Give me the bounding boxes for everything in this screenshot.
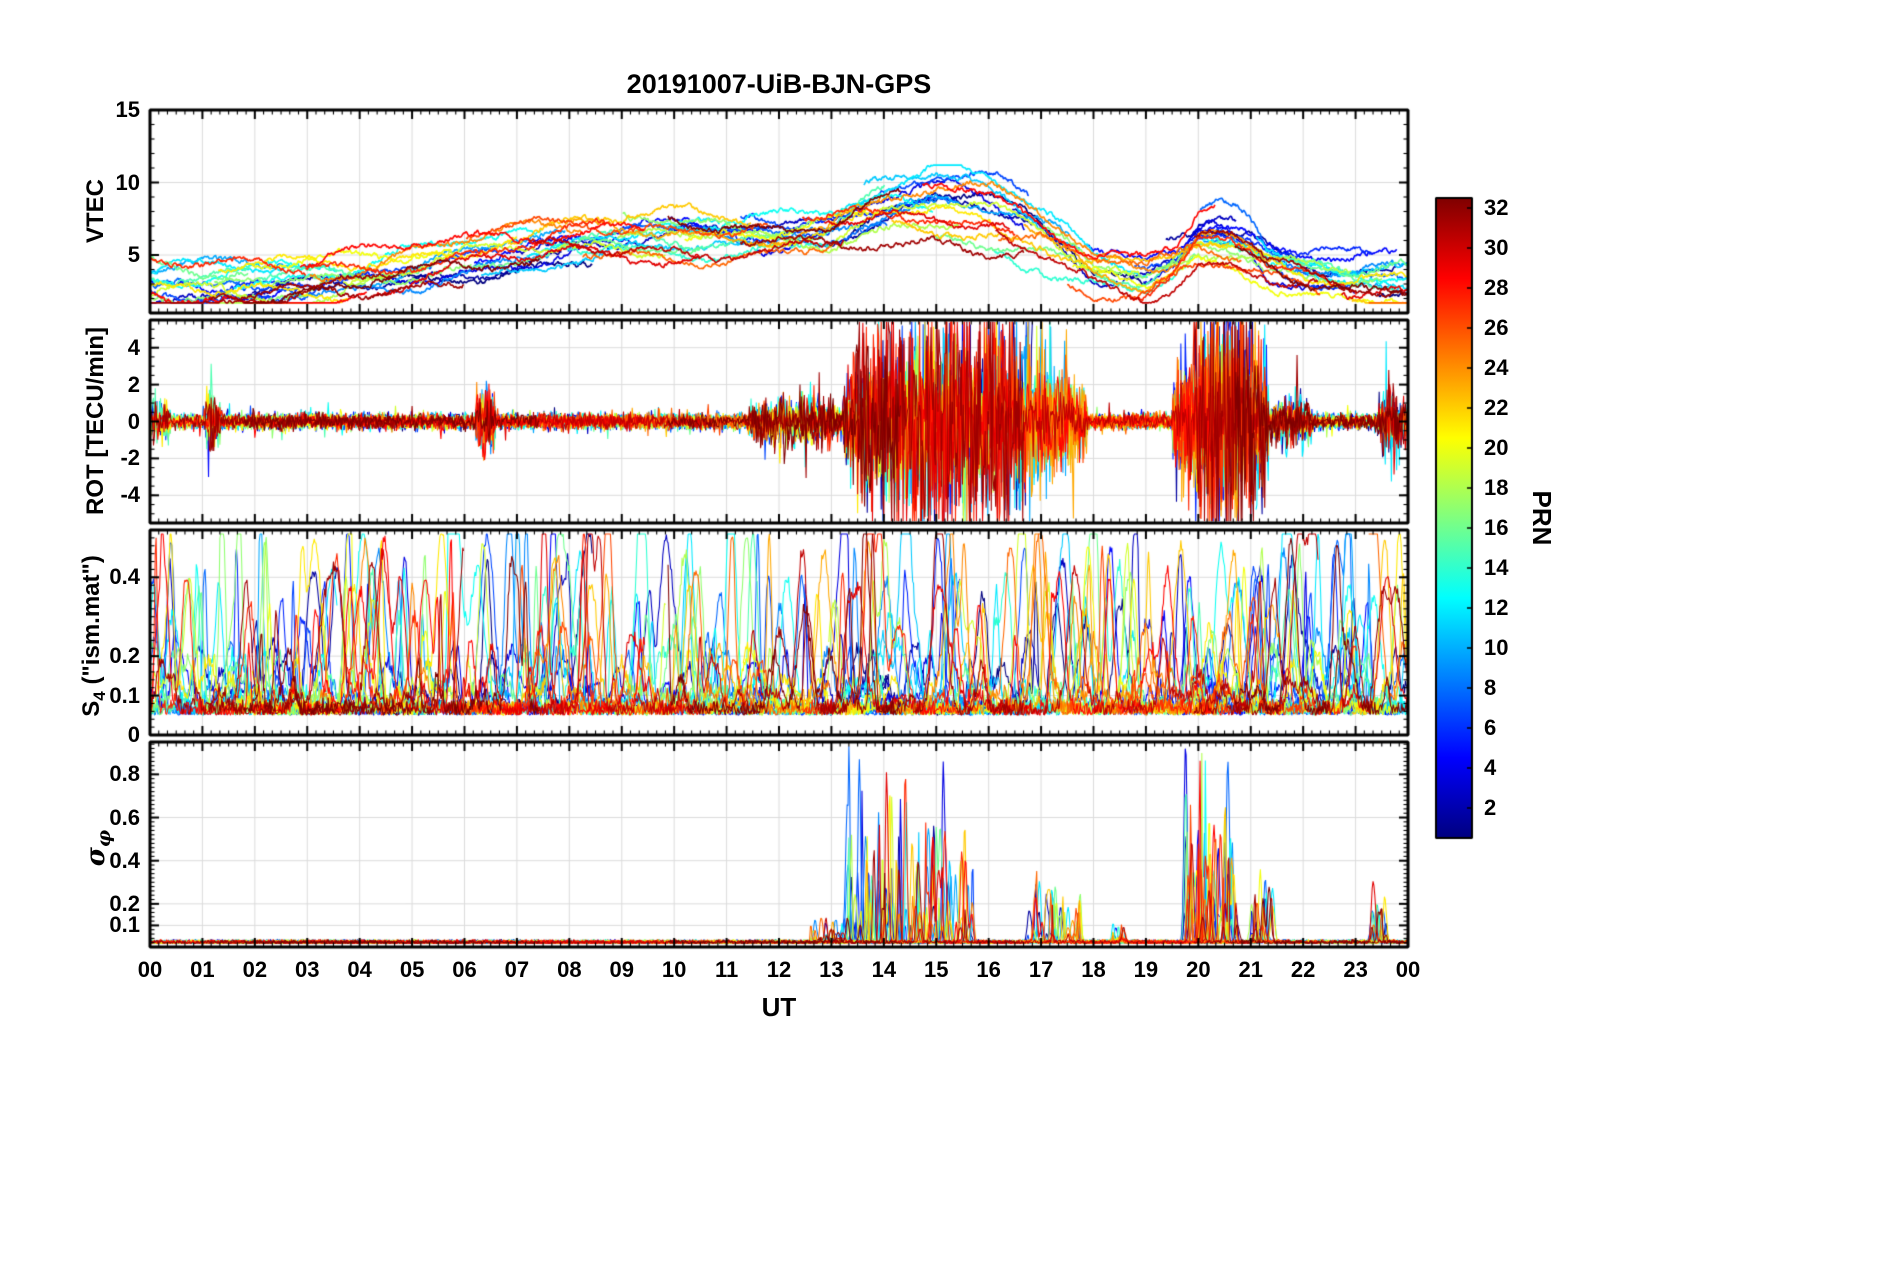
colorbar-tick-label: 28 xyxy=(1484,275,1509,300)
y-tick-label: 2 xyxy=(127,371,140,397)
colorbar-tick-label: 8 xyxy=(1484,675,1497,700)
colorbar-tick-label: 4 xyxy=(1484,755,1497,780)
colorbar-tick-label: 20 xyxy=(1484,435,1509,460)
y-tick-label: 0.2 xyxy=(109,890,140,916)
y-tick-label: 0.4 xyxy=(109,847,140,873)
x-tick-label: 07 xyxy=(504,957,530,982)
colorbar-tick-label: 24 xyxy=(1484,355,1509,380)
x-tick-label: 22 xyxy=(1290,957,1316,982)
colorbar-tick-label: 16 xyxy=(1484,515,1509,540)
colorbar-tick-label: 10 xyxy=(1484,635,1509,660)
colorbar-tick-label: 6 xyxy=(1484,715,1497,740)
colorbar-tick-label: 2 xyxy=(1484,795,1497,820)
colorbar-tick-label: 26 xyxy=(1484,315,1509,340)
y-tick-label: 0 xyxy=(127,722,140,747)
x-tick-label: 21 xyxy=(1238,957,1263,982)
x-tick-label: 23 xyxy=(1343,957,1368,982)
x-tick-label: 05 xyxy=(399,957,425,982)
x-tick-label: 06 xyxy=(452,957,477,982)
x-tick-label: 11 xyxy=(714,957,739,982)
y-tick-label: 0.6 xyxy=(109,804,140,830)
y-tick-label: 0 xyxy=(127,408,140,434)
y-tick-label: 4 xyxy=(127,334,140,360)
colorbar-tick-label: 12 xyxy=(1484,595,1509,620)
y-tick-label: 5 xyxy=(127,242,140,267)
x-tick-label: 02 xyxy=(242,957,268,982)
x-tick-label: 08 xyxy=(557,957,582,982)
x-tick-label: 20 xyxy=(1186,957,1211,982)
x-tick-label: 00 xyxy=(1395,957,1421,982)
colorbar-tick-label: 22 xyxy=(1484,395,1509,420)
colorbar-tick-label: 30 xyxy=(1484,235,1509,260)
x-tick-label: 00 xyxy=(137,957,163,982)
x-tick-label: 16 xyxy=(976,957,1001,982)
plot-title: 20191007-UiB-BJN-GPS xyxy=(626,69,932,99)
y-tick-label: 0.1 xyxy=(109,682,140,708)
x-tick-label: 01 xyxy=(190,957,215,982)
x-tick-label: 19 xyxy=(1133,957,1159,982)
y-tick-label: 10 xyxy=(115,169,140,195)
x-axis-label: UT xyxy=(761,992,797,1022)
y-tick-label: 0.1 xyxy=(109,912,140,938)
x-tick-label: 10 xyxy=(661,957,687,982)
x-tick-label: 14 xyxy=(871,957,897,982)
colorbar-tick-label: 14 xyxy=(1484,555,1509,580)
colorbar-tick-label: 32 xyxy=(1484,195,1509,220)
y-tick-label: 0.4 xyxy=(109,564,140,590)
colorbar-tick-label: 18 xyxy=(1484,475,1509,500)
x-tick-label: 13 xyxy=(819,957,844,982)
y-tick-label: 0.8 xyxy=(109,761,140,787)
x-tick-label: 17 xyxy=(1028,957,1054,982)
x-tick-label: 15 xyxy=(924,957,949,982)
x-tick-label: 04 xyxy=(347,957,372,982)
x-tick-label: 09 xyxy=(609,957,634,982)
y-tick-label: -4 xyxy=(120,482,140,508)
y-tick-label: -2 xyxy=(120,445,140,471)
y-tick-label: 0.2 xyxy=(109,643,140,669)
sigma-label-subscript: φ xyxy=(93,829,116,848)
y-tick-label: 15 xyxy=(115,97,140,122)
x-tick-label: 03 xyxy=(295,957,320,982)
x-tick-label: 12 xyxy=(766,957,792,982)
x-tick-label: 18 xyxy=(1081,957,1106,982)
